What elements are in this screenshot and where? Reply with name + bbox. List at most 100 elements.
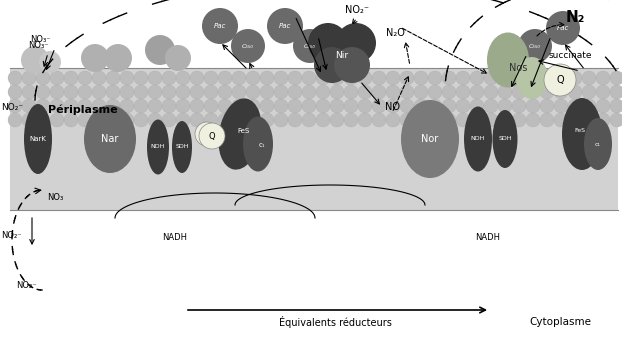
Text: NO₃: NO₃	[47, 194, 63, 202]
Text: C₅₅₀: C₅₅₀	[304, 43, 316, 48]
Text: SDH: SDH	[175, 145, 188, 149]
Circle shape	[162, 85, 176, 99]
Circle shape	[596, 99, 610, 113]
Circle shape	[78, 85, 92, 99]
Circle shape	[582, 85, 596, 99]
Circle shape	[484, 113, 498, 127]
Circle shape	[470, 113, 484, 127]
Circle shape	[358, 85, 372, 99]
Circle shape	[218, 85, 232, 99]
Circle shape	[106, 113, 120, 127]
Text: NO₃⁻: NO₃⁻	[30, 36, 50, 45]
Circle shape	[36, 85, 50, 99]
Circle shape	[358, 99, 372, 113]
Circle shape	[274, 113, 288, 127]
Circle shape	[372, 99, 386, 113]
Circle shape	[470, 85, 484, 99]
Circle shape	[554, 71, 568, 85]
Circle shape	[512, 99, 526, 113]
Circle shape	[498, 99, 512, 113]
Circle shape	[64, 71, 78, 85]
Circle shape	[330, 113, 344, 127]
Circle shape	[540, 99, 554, 113]
Circle shape	[162, 71, 176, 85]
Circle shape	[288, 71, 302, 85]
Text: c₁: c₁	[595, 141, 601, 146]
Circle shape	[596, 85, 610, 99]
Circle shape	[540, 85, 554, 99]
Circle shape	[288, 85, 302, 99]
Circle shape	[302, 113, 316, 127]
Circle shape	[267, 8, 303, 44]
Text: NarK: NarK	[30, 136, 47, 142]
Circle shape	[92, 113, 106, 127]
Circle shape	[92, 85, 106, 99]
Circle shape	[92, 71, 106, 85]
Circle shape	[232, 113, 246, 127]
Circle shape	[246, 85, 260, 99]
Circle shape	[512, 113, 526, 127]
Circle shape	[22, 71, 36, 85]
Ellipse shape	[218, 98, 262, 170]
Ellipse shape	[516, 57, 548, 99]
Circle shape	[498, 71, 512, 85]
Circle shape	[386, 85, 400, 99]
Text: Cytoplasme: Cytoplasme	[529, 317, 591, 327]
Text: NO₂⁻: NO₂⁻	[1, 103, 23, 112]
Circle shape	[568, 113, 582, 127]
Circle shape	[540, 71, 554, 85]
Circle shape	[316, 71, 330, 85]
Circle shape	[204, 71, 218, 85]
Circle shape	[414, 99, 428, 113]
Circle shape	[386, 113, 400, 127]
Text: Nor: Nor	[421, 134, 439, 144]
Circle shape	[344, 71, 358, 85]
Circle shape	[526, 85, 540, 99]
Circle shape	[400, 85, 414, 99]
Circle shape	[314, 47, 350, 83]
Circle shape	[232, 71, 246, 85]
Circle shape	[288, 113, 302, 127]
Circle shape	[582, 113, 596, 127]
Circle shape	[162, 113, 176, 127]
Circle shape	[104, 44, 132, 72]
Circle shape	[246, 99, 260, 113]
Circle shape	[336, 23, 376, 63]
Circle shape	[428, 71, 442, 85]
Circle shape	[372, 71, 386, 85]
Circle shape	[316, 99, 330, 113]
Circle shape	[308, 23, 348, 63]
Circle shape	[554, 99, 568, 113]
Circle shape	[148, 99, 162, 113]
Circle shape	[372, 85, 386, 99]
Circle shape	[546, 11, 580, 45]
Circle shape	[274, 85, 288, 99]
Circle shape	[610, 99, 622, 113]
Circle shape	[8, 99, 22, 113]
Circle shape	[358, 71, 372, 85]
Circle shape	[414, 71, 428, 85]
Ellipse shape	[487, 33, 529, 88]
Circle shape	[386, 71, 400, 85]
Circle shape	[330, 85, 344, 99]
Circle shape	[330, 99, 344, 113]
Circle shape	[195, 122, 219, 146]
Circle shape	[36, 113, 50, 127]
Circle shape	[610, 113, 622, 127]
Text: C₅₅₀: C₅₅₀	[529, 43, 541, 48]
Circle shape	[544, 64, 576, 96]
Circle shape	[293, 29, 327, 63]
Ellipse shape	[172, 121, 192, 173]
Circle shape	[414, 113, 428, 127]
Circle shape	[260, 99, 274, 113]
Text: Équivalents réducteurs: Équivalents réducteurs	[279, 316, 391, 328]
Circle shape	[106, 99, 120, 113]
Circle shape	[288, 99, 302, 113]
Text: N₂: N₂	[565, 10, 585, 25]
Circle shape	[218, 99, 232, 113]
Circle shape	[442, 113, 456, 127]
Text: NDH: NDH	[471, 136, 485, 141]
Text: Nar: Nar	[101, 134, 119, 144]
Circle shape	[484, 71, 498, 85]
Circle shape	[484, 99, 498, 113]
